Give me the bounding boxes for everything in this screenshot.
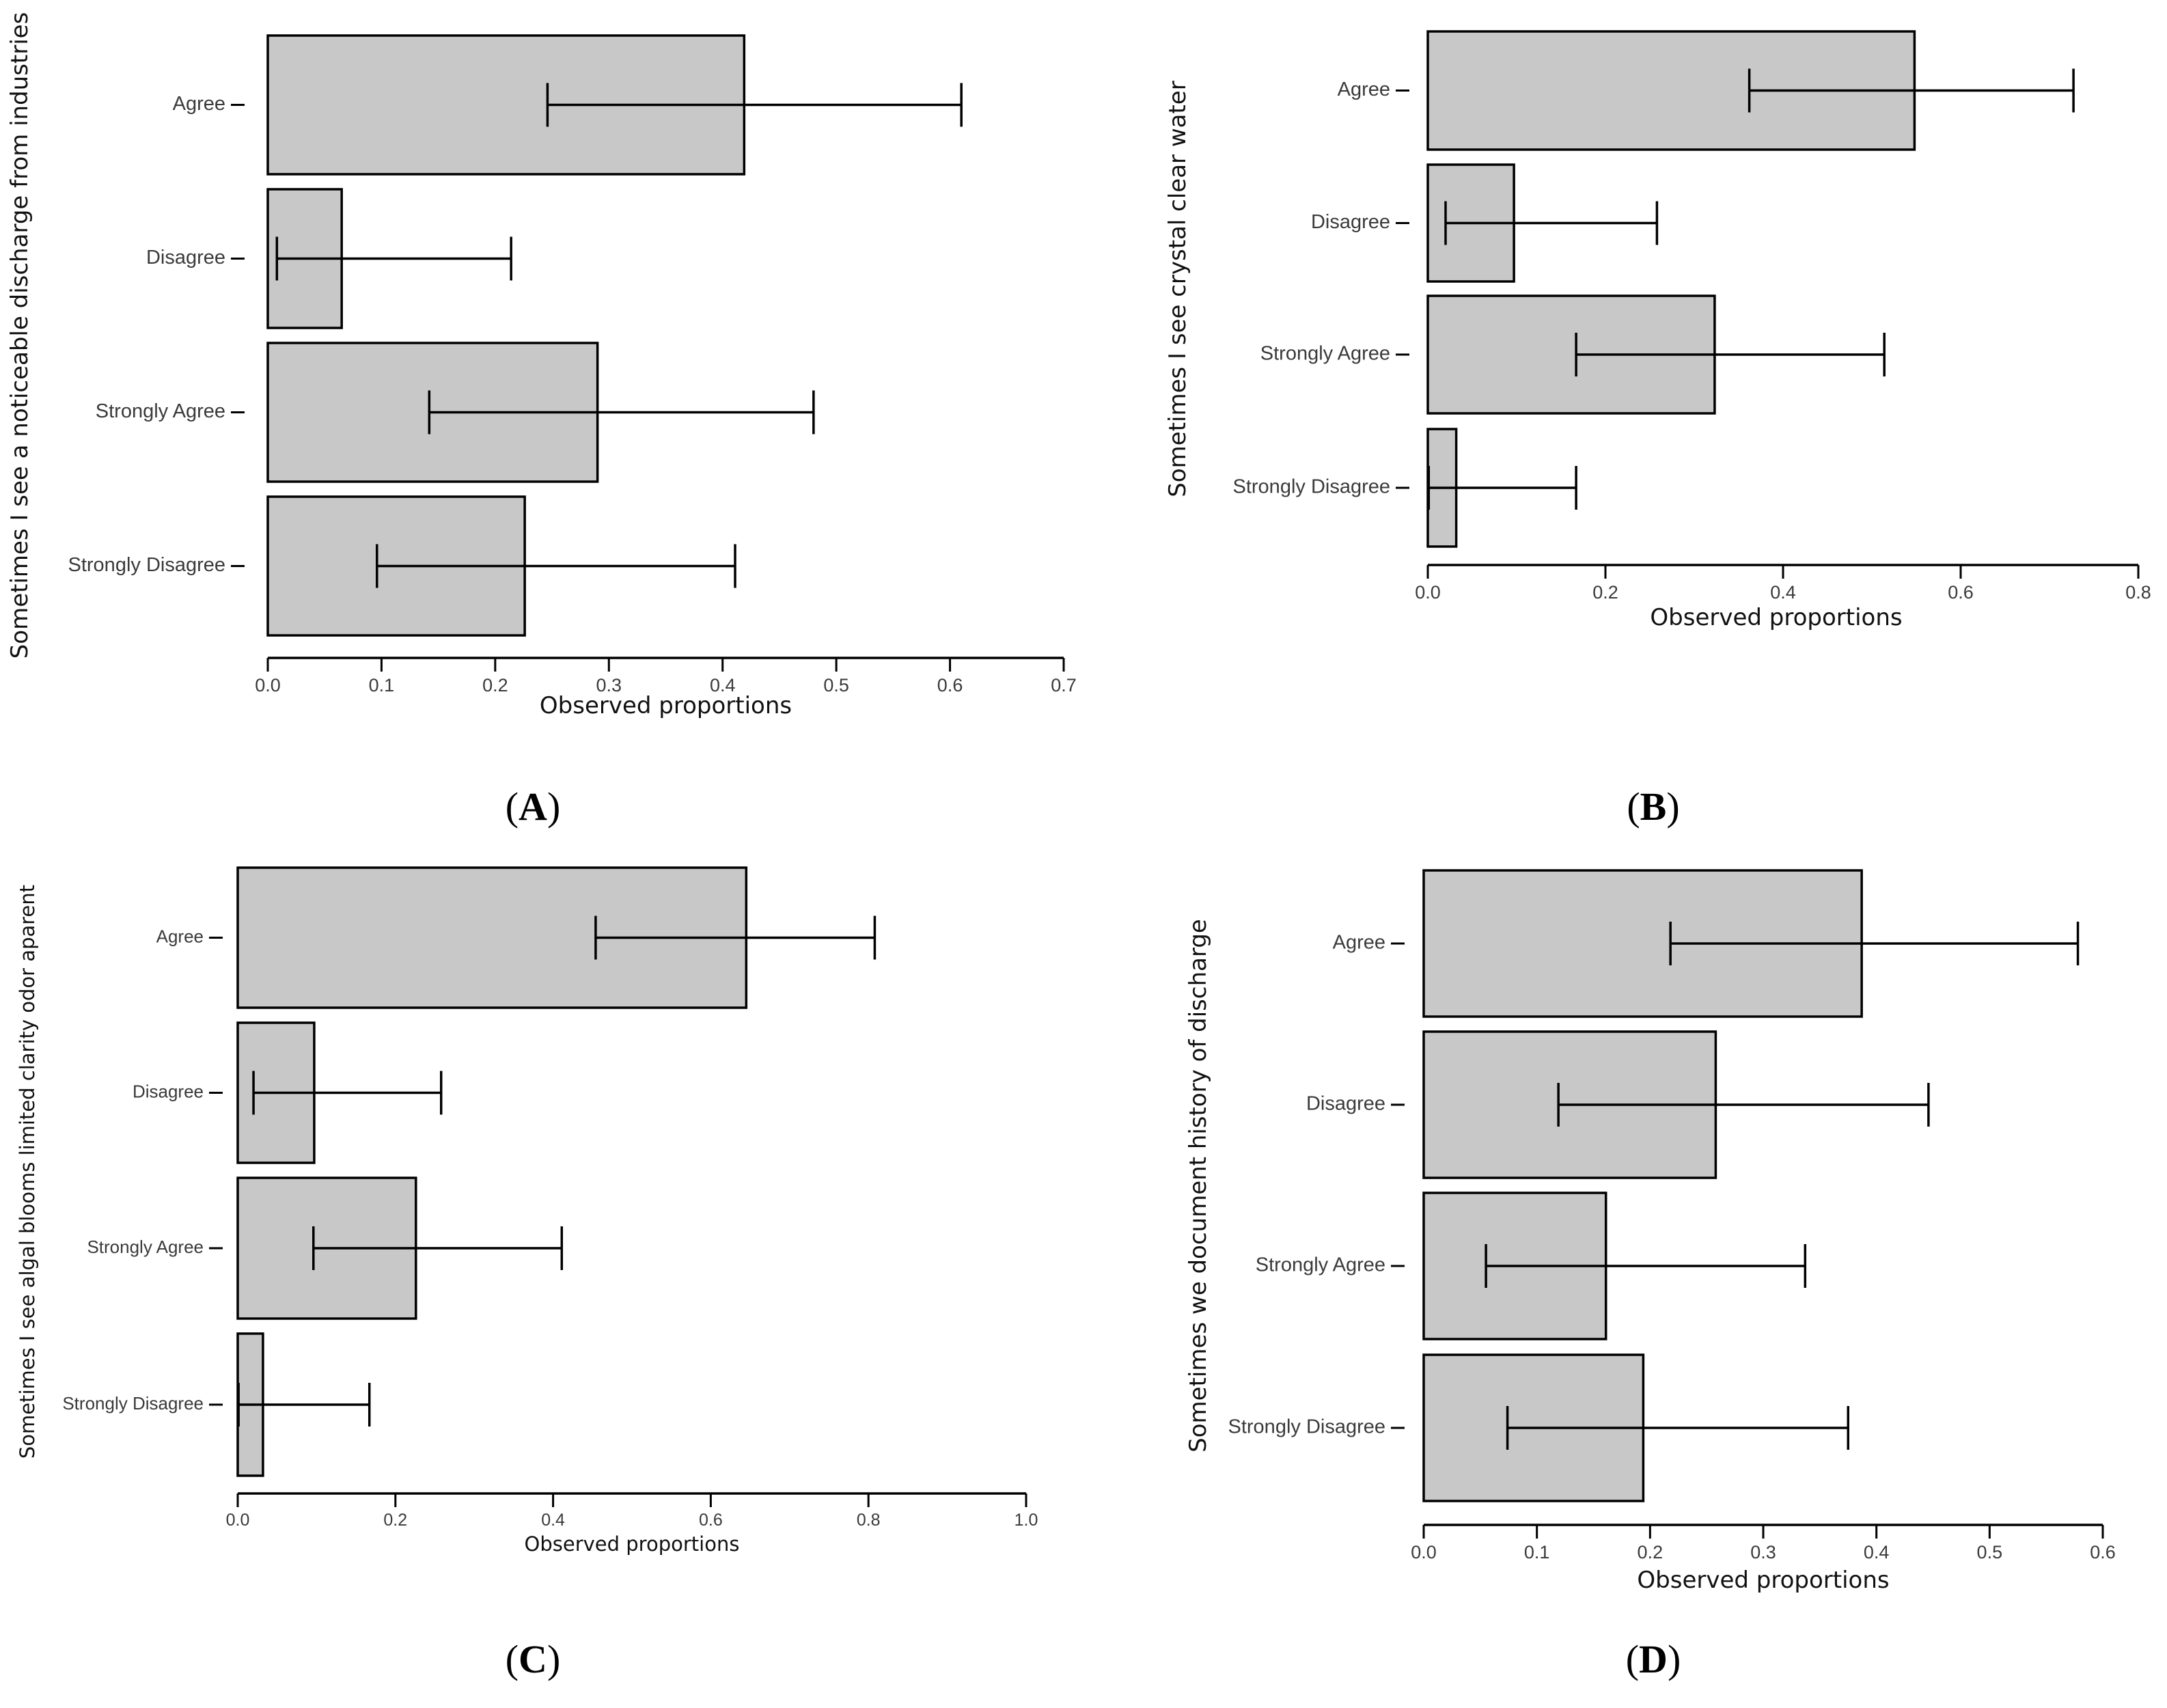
- x-tick-label: 0.6: [699, 1511, 723, 1530]
- x-tick-label: 0.4: [1770, 582, 1796, 603]
- x-tick-label: 0.8: [2125, 582, 2151, 603]
- x-axis-title: Observed proportions: [1637, 1567, 1889, 1594]
- category-label: Agree: [1338, 79, 1390, 100]
- x-tick-label: 0.3: [1750, 1542, 1776, 1562]
- x-tick-label: 0.1: [1524, 1542, 1550, 1562]
- y-axis-title: Sometimes we document history of dischar…: [1185, 919, 1212, 1452]
- panel-label: (B): [1627, 784, 1679, 829]
- category-label: Strongly Disagree: [1228, 1416, 1386, 1438]
- panel-label: (D): [1626, 1637, 1681, 1681]
- x-tick-label: 0.4: [1864, 1542, 1890, 1562]
- y-axis-title: Sometimes I see crystal clear water: [1164, 81, 1191, 497]
- category-label: Strongly Agree: [1256, 1254, 1385, 1276]
- chart-panel-a: Agree Disagree Strongly Agree Strongly Disa…: [6, 12, 1077, 829]
- category-label: Strongly Agree: [87, 1237, 204, 1257]
- category-label: Strongly Disagree: [62, 1393, 204, 1414]
- x-axis-title: Observed proportions: [1650, 604, 1902, 631]
- y-axis-title: Sometimes I see a noticeable discharge f…: [6, 12, 33, 659]
- chart-panel-c: Agree Disagree Strongly Agree Strongly Disa…: [16, 866, 1038, 1681]
- panel-label: (C): [506, 1637, 561, 1681]
- category-label: Strongly Agree: [96, 400, 225, 422]
- x-axis-title: Observed proportions: [540, 692, 792, 719]
- x-tick-label: 0.3: [596, 675, 622, 695]
- x-tick-label: 0.4: [541, 1511, 565, 1530]
- category-label: Strongly Disagree: [68, 554, 226, 576]
- x-tick-label: 0.6: [937, 675, 963, 695]
- panel-label: (A): [506, 784, 561, 829]
- x-tick-label: 0.8: [857, 1511, 881, 1530]
- category-label: Agree: [156, 926, 204, 946]
- x-tick-label: 0.0: [226, 1511, 250, 1530]
- x-tick-label: 0.2: [1638, 1542, 1664, 1562]
- x-tick-label: 0.2: [383, 1511, 407, 1530]
- x-tick-label: 0.0: [1411, 1542, 1437, 1562]
- category-label: Disagree: [1311, 211, 1390, 233]
- chart-panel-b: Agree Disagree Strongly Agree Strongly Disa…: [1164, 30, 2151, 829]
- x-tick-label: 0.5: [1977, 1542, 2003, 1562]
- category-label: Disagree: [146, 247, 225, 268]
- bar: [1426, 294, 1716, 415]
- category-label: Disagree: [1306, 1093, 1385, 1115]
- x-tick-label: 0.6: [2090, 1542, 2116, 1562]
- chart-panel-d: Agree Disagree Strongly Agree Strongly Disa…: [1185, 869, 2116, 1681]
- x-tick-label: 0.2: [482, 675, 508, 695]
- y-axis-title: Sometimes I see algal blooms limited cla…: [16, 885, 39, 1459]
- x-tick-label: 0.0: [255, 675, 281, 695]
- x-tick-label: 0.0: [1415, 582, 1441, 603]
- x-tick-label: 0.4: [710, 675, 736, 695]
- x-tick-label: 0.1: [369, 675, 395, 695]
- category-label: Agree: [173, 93, 225, 115]
- category-label: Agree: [1333, 932, 1385, 954]
- x-tick-label: 0.6: [1948, 582, 1974, 603]
- x-tick-label: 0.7: [1051, 675, 1077, 695]
- x-axis-title: Observed proportions: [525, 1532, 740, 1556]
- x-tick-label: 1.0: [1015, 1511, 1038, 1530]
- category-label: Disagree: [133, 1081, 204, 1101]
- x-tick-label: 0.2: [1592, 582, 1618, 603]
- category-label: Strongly Agree: [1260, 343, 1390, 365]
- category-label: Strongly Disagree: [1233, 476, 1391, 498]
- x-tick-label: 0.5: [823, 675, 849, 695]
